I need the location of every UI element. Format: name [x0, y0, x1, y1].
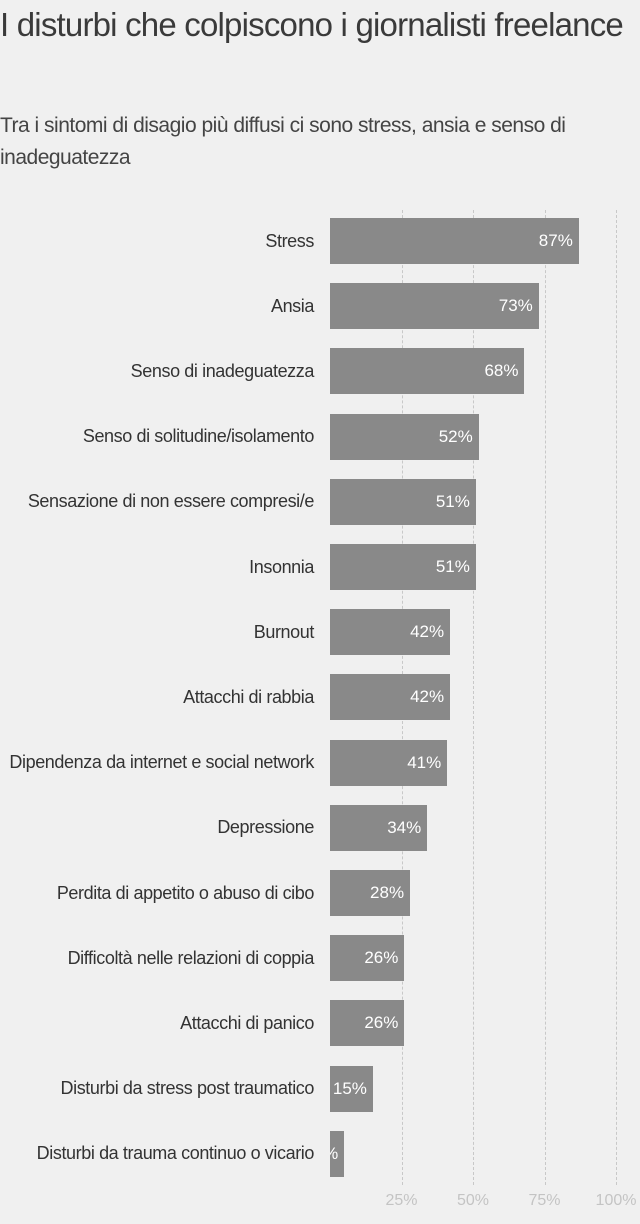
category-label-text: Disturbi da stress post traumatico: [60, 1078, 315, 1099]
gridline: [544, 210, 546, 1185]
bar: 42%: [330, 609, 451, 656]
category-label: Senso di inadeguatezza: [0, 348, 315, 394]
value-label: 15%: [332, 1078, 367, 1098]
category-label: Depressione: [0, 805, 314, 851]
bar: 52%: [330, 413, 479, 460]
category-label-text: Insonnia: [249, 556, 314, 577]
category-label: Stress: [0, 218, 314, 264]
bar: 87%: [330, 218, 579, 264]
category-label-text: Burnout: [253, 621, 315, 642]
category-label-text: Disturbi da trauma continuo o vicario: [36, 1143, 315, 1164]
category-label: Perdita di appetito o abuso di cibo: [0, 870, 315, 916]
value-label: 28%: [370, 883, 405, 902]
bar: 41%: [330, 739, 448, 786]
x-tick-label: 75%: [528, 1192, 561, 1209]
category-label-text: Senso di solitudine/isolamento: [82, 426, 315, 447]
value-label: 51%: [435, 491, 470, 511]
category-label-text: Senso di inadeguatezza: [130, 360, 315, 381]
category-label: Ansia: [0, 283, 314, 329]
category-label: Sensazione di non essere compresi/e: [0, 479, 315, 525]
gridline: [616, 210, 617, 1185]
category-label: Attacchi di rabbia: [0, 674, 314, 720]
value-label: 68%: [484, 361, 519, 381]
value-label: 42%: [410, 687, 445, 707]
bar: 42%: [330, 674, 451, 721]
category-label-text: Depressione: [217, 817, 314, 838]
value-label: 73%: [498, 296, 533, 316]
bar: 26%: [330, 1000, 405, 1047]
category-label-text: Perdita di appetito o abuso di cibo: [56, 882, 315, 903]
category-label-text: Attacchi di rabbia: [183, 686, 314, 707]
value-label: 34%: [387, 817, 422, 837]
x-tick-label: 50%: [456, 1192, 490, 1209]
category-label: Burnout: [0, 609, 315, 655]
bar: 51%: [330, 478, 476, 525]
bar: 68%: [330, 348, 525, 395]
value-label: 87%: [538, 231, 573, 250]
category-label-text: Dipendenza da internet e social network: [9, 752, 314, 773]
category-label: Disturbi da trauma continuo o vicario: [0, 1131, 315, 1177]
bar: 5%: [330, 1130, 345, 1177]
category-label-text: Attacchi di panico: [180, 1012, 314, 1033]
value-label: 51%: [435, 557, 470, 576]
bar: 28%: [330, 870, 411, 916]
category-label: Disturbi da stress post traumatico: [0, 1066, 315, 1112]
value-label: 42%: [410, 622, 445, 642]
chart-subtitle: Tra i sintomi di disagio più diffusi ci …: [0, 114, 566, 169]
bar: 15%: [330, 1065, 373, 1112]
value-label: 5%: [330, 1131, 338, 1177]
category-label: Senso di solitudine/isolamento: [0, 414, 315, 460]
category-label: Dipendenza da internet e social network: [0, 740, 314, 786]
bar: 51%: [330, 544, 476, 590]
x-tick-label: 100%: [595, 1192, 637, 1209]
category-label-text: Sensazione di non essere compresi/e: [27, 491, 315, 512]
category-label-text: Stress: [265, 230, 314, 251]
value-label: 52%: [438, 426, 473, 446]
bar: 34%: [330, 804, 428, 851]
gridline: [473, 210, 474, 1185]
category-label-text: Ansia: [270, 295, 314, 316]
x-tick-label: 25%: [385, 1192, 418, 1209]
chart-title: I disturbi che colpiscono i giornalisti …: [0, 6, 624, 43]
bar: 26%: [330, 935, 405, 982]
category-label: Difficoltà nelle relazioni di coppia: [0, 935, 315, 981]
category-label: Attacchi di panico: [0, 1000, 314, 1046]
value-label: 41%: [407, 752, 442, 772]
category-label: Insonnia: [0, 544, 314, 590]
category-label-text: Difficoltà nelle relazioni di coppia: [67, 947, 315, 968]
value-label: 26%: [364, 1013, 399, 1033]
bar: 73%: [330, 283, 539, 330]
value-label: 26%: [364, 948, 399, 968]
